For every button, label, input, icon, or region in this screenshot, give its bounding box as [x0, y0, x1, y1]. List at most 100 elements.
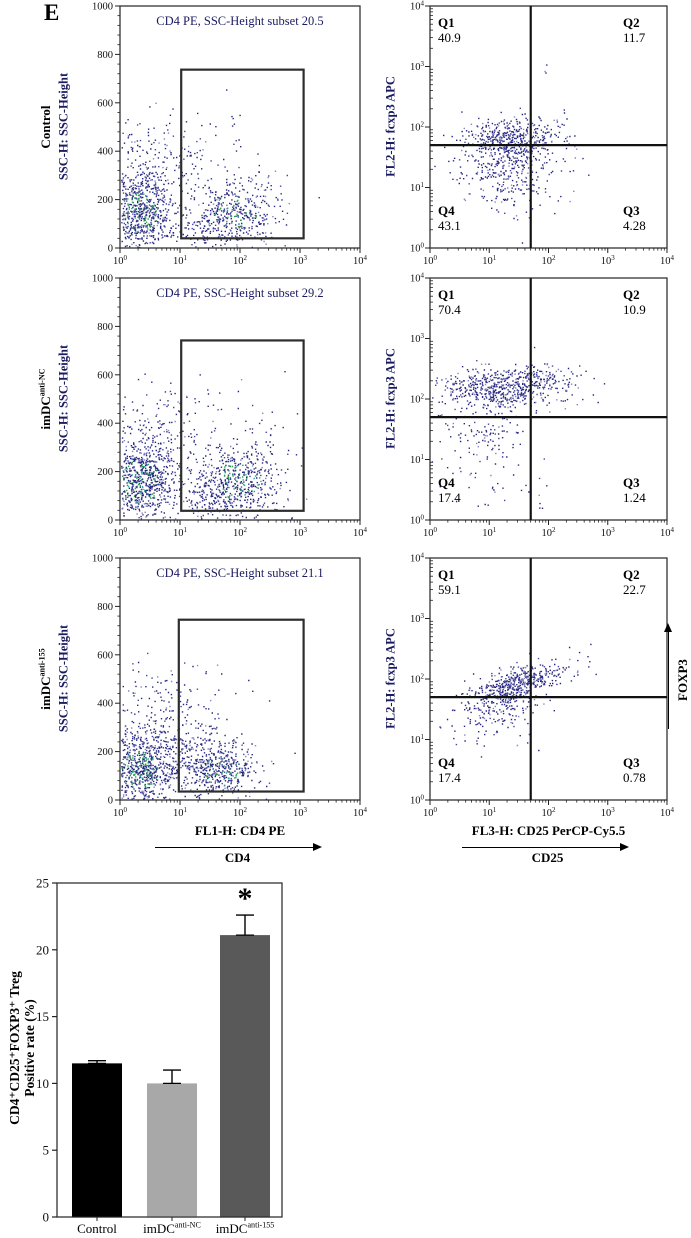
svg-text:100: 100	[410, 242, 425, 255]
svg-text:5: 5	[43, 1143, 50, 1158]
bar-chart: 0 5 10 15 20 25	[36, 876, 283, 1225]
svg-text:103: 103	[410, 60, 425, 73]
svg-text:100: 100	[423, 254, 438, 266]
svg-text:102: 102	[410, 393, 425, 406]
svg-text:0: 0	[108, 796, 113, 807]
quadrant-label-q3-row3: Q3 0.78	[623, 755, 646, 785]
svg-text:104: 104	[410, 0, 425, 13]
row-label-control: Control	[38, 105, 53, 149]
flow-plot-anti155-cd25-foxp3: 100 101 102 103 104 100 101 102 103 104	[410, 552, 675, 818]
svg-text:103: 103	[293, 806, 308, 818]
svg-text:200: 200	[97, 467, 113, 478]
svg-text:104: 104	[660, 254, 675, 266]
quadrant-label-q2-row2: Q2 10.9	[623, 287, 646, 317]
svg-text:103: 103	[410, 612, 425, 625]
svg-text:600: 600	[97, 98, 113, 109]
svg-text:102: 102	[542, 254, 557, 266]
x-axis-title-fl1: FL1-H: CD4 PE	[194, 823, 286, 838]
quadrant-label-q1-row2: Q1 70.4	[438, 287, 461, 317]
flow-plot-control-cd4-ssc: 100 101 102 103 104 0 200 400 600 800 1000	[92, 2, 368, 267]
quadrant-label-q1-row3: Q1 59.1	[438, 567, 461, 597]
svg-text:103: 103	[601, 254, 616, 266]
cd4-axis-arrowhead-icon	[313, 843, 322, 851]
svg-text:102: 102	[542, 806, 557, 818]
x-axis-title-cd25: CD25	[531, 850, 564, 865]
cd4-axis-arrow	[155, 847, 315, 848]
svg-text:101: 101	[410, 453, 425, 466]
svg-text:103: 103	[293, 254, 308, 266]
svg-text:102: 102	[410, 673, 425, 686]
cd25-axis-arrow	[462, 847, 622, 848]
svg-text:200: 200	[97, 747, 113, 758]
plot-title-row2: CD4 PE, SSC-Height subset 29.2	[156, 286, 324, 300]
svg-text:400: 400	[97, 147, 113, 158]
svg-text:100: 100	[410, 514, 425, 527]
quadrant-label-q2-row3: Q2 22.7	[623, 567, 646, 597]
svg-text:100: 100	[113, 806, 128, 818]
quadrant-label-q4-row3: Q4 17.4	[438, 755, 461, 785]
bar-category-imdc-anti-155: imDCanti-155	[215, 1220, 275, 1236]
y-axis-title-foxp3-arrow: FOXP3	[675, 659, 690, 701]
svg-text:1000: 1000	[92, 2, 113, 13]
svg-text:103: 103	[410, 332, 425, 345]
svg-text:100: 100	[423, 806, 438, 818]
svg-text:0: 0	[43, 1210, 50, 1225]
svg-text:104: 104	[410, 552, 425, 565]
svg-text:103: 103	[601, 526, 616, 538]
svg-text:20: 20	[36, 942, 49, 957]
svg-text:800: 800	[97, 50, 113, 61]
svg-text:800: 800	[97, 322, 113, 333]
row-label-imdc-anti-nc: imDCanti-NC	[37, 368, 53, 430]
plot-title-row1: CD4 PE, SSC-Height subset 20.5	[156, 14, 324, 28]
panel-label: E	[44, 0, 60, 25]
svg-text:103: 103	[293, 526, 308, 538]
svg-text:104: 104	[353, 806, 368, 818]
bar-category-control: Control	[77, 1221, 117, 1236]
svg-text:104: 104	[353, 254, 368, 266]
svg-text:600: 600	[97, 370, 113, 381]
svg-text:400: 400	[97, 699, 113, 710]
svg-text:100: 100	[423, 526, 438, 538]
svg-text:15: 15	[36, 1009, 49, 1024]
quadrant-label-q3-row2: Q3 1.24	[623, 475, 646, 505]
svg-text:101: 101	[173, 526, 188, 538]
quadrant-label-q1-row1: Q1 40.9	[438, 15, 461, 45]
svg-text:800: 800	[97, 602, 113, 613]
foxp3-axis-arrow	[668, 631, 669, 729]
quadrant-label-q4-row2: Q4 17.4	[438, 475, 461, 505]
svg-text:104: 104	[353, 526, 368, 538]
svg-text:101: 101	[482, 806, 497, 818]
svg-text:25: 25	[36, 876, 49, 891]
svg-text:104: 104	[660, 526, 675, 538]
svg-text:100: 100	[113, 526, 128, 538]
flow-plot-control-cd25-foxp3: 100 101 102 103 104 100 101 102 103 104	[410, 0, 675, 266]
svg-text:101: 101	[482, 254, 497, 266]
quadrant-label-q3-row1: Q3 4.28	[623, 203, 646, 233]
svg-text:102: 102	[233, 254, 248, 266]
svg-text:100: 100	[113, 254, 128, 266]
x-axis-title-fl3: FL3-H: CD25 PerCP-Cy5.5	[471, 823, 626, 838]
svg-text:0: 0	[108, 516, 113, 527]
x-axis-title-cd4: CD4	[224, 850, 251, 865]
flow-plot-antinc-cd4-ssc: 100 101 102 103 104 0 200 400 600 800 1000	[92, 274, 368, 539]
svg-text:104: 104	[660, 806, 675, 818]
svg-text:101: 101	[173, 806, 188, 818]
svg-text:102: 102	[410, 121, 425, 134]
svg-text:200: 200	[97, 195, 113, 206]
svg-text:104: 104	[410, 272, 425, 285]
svg-text:100: 100	[410, 794, 425, 807]
foxp3-axis-arrowhead-icon	[664, 623, 672, 632]
flow-plot-antinc-cd25-foxp3: 100 101 102 103 104 100 101 102 103 104	[410, 272, 675, 538]
svg-text:101: 101	[482, 526, 497, 538]
svg-text:102: 102	[233, 806, 248, 818]
svg-text:10: 10	[36, 1076, 49, 1091]
quadrant-label-q2-row1: Q2 11.7	[623, 15, 646, 45]
svg-text:1000: 1000	[92, 554, 113, 565]
svg-text:1000: 1000	[92, 274, 113, 285]
svg-text:400: 400	[97, 419, 113, 430]
svg-text:102: 102	[542, 526, 557, 538]
svg-text:103: 103	[601, 806, 616, 818]
cd25-axis-arrowhead-icon	[620, 843, 629, 851]
svg-text:0: 0	[108, 244, 113, 255]
